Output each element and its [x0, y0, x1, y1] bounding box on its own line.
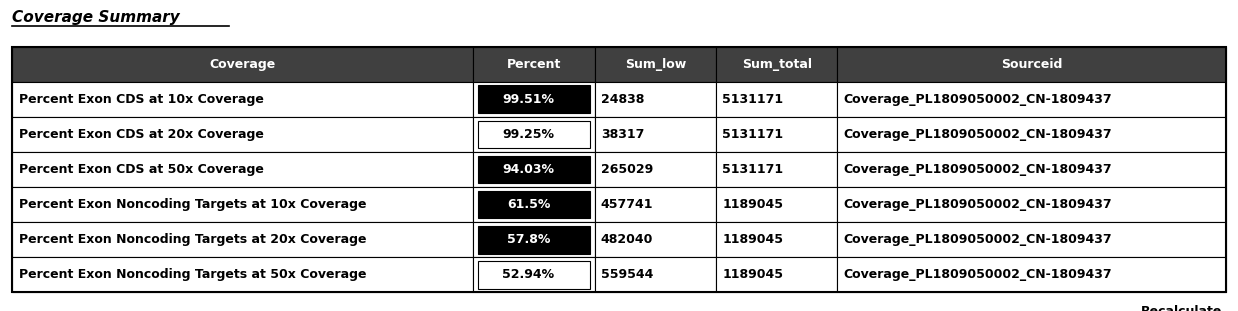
Bar: [478, 191, 589, 218]
Bar: [473, 47, 594, 82]
Text: 1189045: 1189045: [722, 233, 784, 246]
Text: 482040: 482040: [600, 233, 654, 246]
Bar: [478, 86, 589, 113]
Text: Coverage_PL1809050002_CN-1809437: Coverage_PL1809050002_CN-1809437: [843, 233, 1112, 246]
Bar: [478, 156, 589, 183]
Text: Percent: Percent: [506, 58, 561, 71]
Text: Percent Exon CDS at 10x Coverage: Percent Exon CDS at 10x Coverage: [19, 93, 264, 106]
Bar: [594, 117, 716, 152]
Text: 5131171: 5131171: [722, 93, 784, 106]
Bar: [716, 117, 837, 152]
Text: 57.8%: 57.8%: [506, 233, 550, 246]
Text: 24838: 24838: [600, 93, 644, 106]
Bar: [473, 82, 594, 117]
Text: Coverage_PL1809050002_CN-1809437: Coverage_PL1809050002_CN-1809437: [843, 128, 1112, 141]
Text: Percent Exon CDS at 20x Coverage: Percent Exon CDS at 20x Coverage: [19, 128, 264, 141]
Text: 5131171: 5131171: [722, 128, 784, 141]
Text: 94.03%: 94.03%: [503, 163, 555, 176]
Bar: [594, 257, 716, 292]
Text: 265029: 265029: [600, 163, 654, 176]
Text: 61.5%: 61.5%: [506, 198, 550, 211]
Bar: [594, 47, 716, 82]
Bar: [473, 222, 594, 257]
Text: Coverage_PL1809050002_CN-1809437: Coverage_PL1809050002_CN-1809437: [843, 93, 1112, 106]
Text: 38317: 38317: [600, 128, 644, 141]
Bar: [478, 226, 589, 253]
Bar: [716, 257, 837, 292]
Text: 1189045: 1189045: [722, 268, 784, 281]
Bar: [716, 187, 837, 222]
Bar: [478, 121, 589, 148]
Text: Percent Exon Noncoding Targets at 50x Coverage: Percent Exon Noncoding Targets at 50x Co…: [19, 268, 366, 281]
Text: Sum_total: Sum_total: [742, 58, 812, 71]
Text: 559544: 559544: [600, 268, 654, 281]
Text: 1189045: 1189045: [722, 198, 784, 211]
Bar: [716, 152, 837, 187]
Text: 457741: 457741: [600, 198, 654, 211]
Text: Percent Exon CDS at 50x Coverage: Percent Exon CDS at 50x Coverage: [19, 163, 264, 176]
Bar: [716, 82, 837, 117]
Text: Coverage_PL1809050002_CN-1809437: Coverage_PL1809050002_CN-1809437: [843, 163, 1112, 176]
Text: Recalculate: Recalculate: [1140, 305, 1222, 311]
Text: Percent Exon Noncoding Targets at 10x Coverage: Percent Exon Noncoding Targets at 10x Co…: [19, 198, 366, 211]
Text: Coverage_PL1809050002_CN-1809437: Coverage_PL1809050002_CN-1809437: [843, 198, 1112, 211]
Bar: [594, 187, 716, 222]
Bar: [716, 47, 837, 82]
Text: Sum_low: Sum_low: [625, 58, 686, 71]
Bar: [473, 152, 594, 187]
Bar: [594, 152, 716, 187]
Bar: [473, 117, 594, 152]
Text: 99.51%: 99.51%: [503, 93, 555, 106]
Bar: [473, 257, 594, 292]
Text: 99.25%: 99.25%: [503, 128, 555, 141]
Text: Coverage Summary: Coverage Summary: [12, 10, 181, 25]
Text: 5131171: 5131171: [722, 163, 784, 176]
Bar: [473, 187, 594, 222]
Text: 52.94%: 52.94%: [503, 268, 555, 281]
Bar: [594, 82, 716, 117]
Bar: [478, 261, 589, 289]
Text: Coverage: Coverage: [209, 58, 276, 71]
Text: Sourceid: Sourceid: [1000, 58, 1062, 71]
Bar: [594, 222, 716, 257]
Text: Percent Exon Noncoding Targets at 20x Coverage: Percent Exon Noncoding Targets at 20x Co…: [19, 233, 366, 246]
Text: Coverage_PL1809050002_CN-1809437: Coverage_PL1809050002_CN-1809437: [843, 268, 1112, 281]
Bar: [716, 222, 837, 257]
